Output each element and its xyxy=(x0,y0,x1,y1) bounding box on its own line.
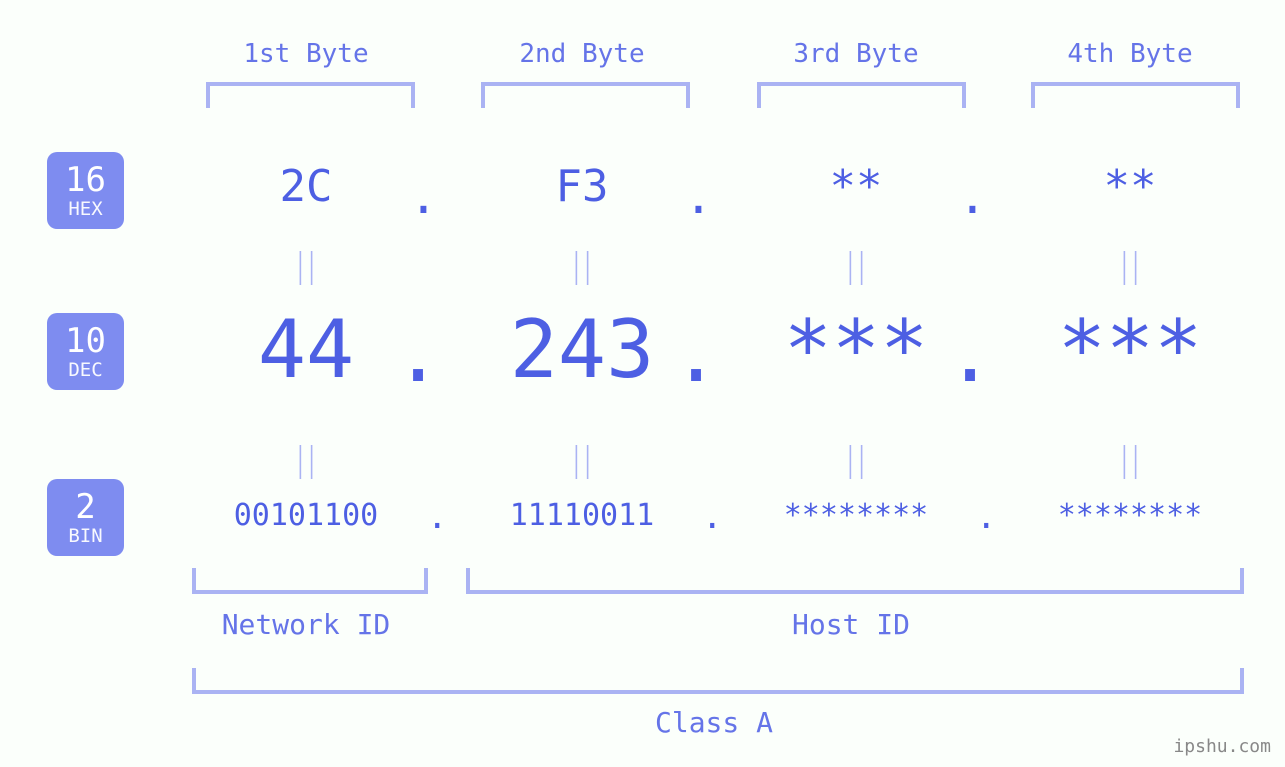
eq-top-3: || xyxy=(785,246,928,286)
bin-byte-2: 11110011 xyxy=(452,498,712,533)
badge-hex-base: 16 xyxy=(65,163,106,197)
network-id-label: Network ID xyxy=(192,608,420,641)
host-id-bracket xyxy=(466,568,1244,594)
bin-byte-4: ******** xyxy=(1000,498,1260,533)
hex-dot-2: . xyxy=(684,173,713,221)
byte-label-2: 2nd Byte xyxy=(452,39,712,69)
hex-byte-4: ** xyxy=(1000,161,1260,212)
eq-top-2: || xyxy=(511,246,654,286)
dec-byte-4: *** xyxy=(1000,310,1260,390)
badge-hex-name: HEX xyxy=(68,200,102,219)
badge-dec-base: 10 xyxy=(65,324,106,358)
dec-dot-1: . xyxy=(394,314,442,394)
class-bracket xyxy=(192,668,1244,694)
eq-bot-4: || xyxy=(1059,440,1202,480)
dec-dot-3: . xyxy=(946,314,994,394)
byte-bracket-1 xyxy=(206,82,415,108)
ip-bytes-diagram: 16 HEX 10 DEC 2 BIN 1st Byte 2nd Byte 3r… xyxy=(0,0,1285,767)
eq-bot-1: || xyxy=(235,440,378,480)
bin-byte-3: ******** xyxy=(726,498,986,533)
badge-bin-name: BIN xyxy=(68,527,102,546)
byte-bracket-2 xyxy=(481,82,690,108)
watermark: ipshu.com xyxy=(1173,736,1271,757)
hex-dot-3: . xyxy=(958,173,987,221)
bin-dot-1: . xyxy=(427,500,447,534)
class-label: Class A xyxy=(192,706,1236,739)
eq-top-4: || xyxy=(1059,246,1202,286)
byte-label-1: 1st Byte xyxy=(176,39,436,69)
badge-hex: 16 HEX xyxy=(47,152,124,229)
badge-bin: 2 BIN xyxy=(47,479,124,556)
hex-dot-1: . xyxy=(409,173,438,221)
eq-bot-2: || xyxy=(511,440,654,480)
bin-dot-3: . xyxy=(976,500,996,534)
byte-label-3: 3rd Byte xyxy=(726,39,986,69)
badge-dec: 10 DEC xyxy=(47,313,124,390)
hex-byte-2: F3 xyxy=(452,161,712,212)
eq-bot-3: || xyxy=(785,440,928,480)
eq-top-1: || xyxy=(235,246,378,286)
bin-byte-1: 00101100 xyxy=(176,498,436,533)
hex-byte-3: ** xyxy=(726,161,986,212)
badge-bin-base: 2 xyxy=(75,490,95,524)
byte-bracket-4 xyxy=(1031,82,1240,108)
byte-label-4: 4th Byte xyxy=(1000,39,1260,69)
badge-dec-name: DEC xyxy=(68,361,102,380)
network-id-bracket xyxy=(192,568,428,594)
hex-byte-1: 2C xyxy=(176,161,436,212)
dec-dot-2: . xyxy=(672,314,720,394)
bin-dot-2: . xyxy=(702,500,722,534)
host-id-label: Host ID xyxy=(466,608,1236,641)
byte-bracket-3 xyxy=(757,82,966,108)
